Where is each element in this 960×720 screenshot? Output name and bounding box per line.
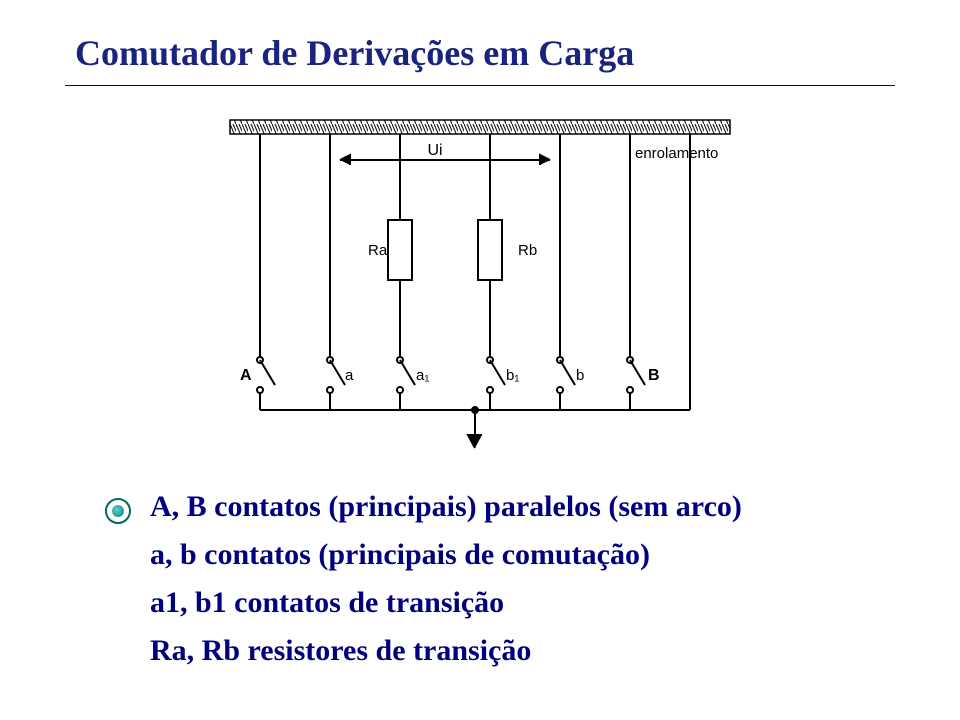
line-4: Ra, Rb resistores de transição <box>150 634 531 668</box>
label-b1: b₁ <box>506 367 519 384</box>
label-b: b <box>576 367 584 384</box>
circuit-diagram: Ui enrolamento Ra Rb <box>200 110 760 460</box>
label-A: A <box>240 367 252 384</box>
bullet-icon <box>105 498 131 524</box>
slide-title: Comutador de Derivações em Carga <box>75 32 634 74</box>
title-underline <box>65 85 895 86</box>
label-ra: Ra <box>368 242 388 259</box>
line-3: a1, b1 contatos de transição <box>150 586 504 620</box>
label-a1: a₁ <box>416 367 429 384</box>
label-enrolamento: enrolamento <box>635 145 718 162</box>
label-rb: Rb <box>518 242 537 259</box>
line-2: a, b contatos (principais de comutação) <box>150 538 650 572</box>
label-ui: Ui <box>427 142 442 159</box>
label-B: B <box>648 367 660 384</box>
label-a: a <box>345 367 354 384</box>
line-1: A, B contatos (principais) paralelos (se… <box>150 490 742 524</box>
